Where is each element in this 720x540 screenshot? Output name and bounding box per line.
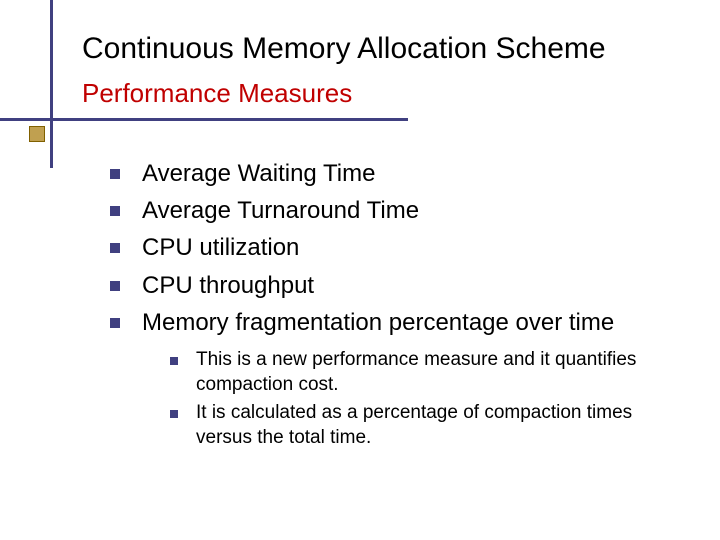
list-item-text: CPU utilization <box>142 232 299 263</box>
square-bullet-icon <box>110 169 120 179</box>
slide-subtitle: Performance Measures <box>82 78 352 109</box>
slide-body: Average Waiting Time Average Turnaround … <box>110 158 690 455</box>
decoration-rule-vertical <box>50 0 53 168</box>
list-item: Memory fragmentation percentage over tim… <box>110 307 690 338</box>
square-bullet-icon <box>170 357 178 365</box>
list-item: CPU throughput <box>110 270 690 301</box>
square-bullet-icon <box>170 410 178 418</box>
list-item-text: This is a new performance measure and it… <box>196 348 690 397</box>
slide: Continuous Memory Allocation Scheme Perf… <box>0 0 720 540</box>
decoration-rule-horizontal <box>0 118 408 121</box>
square-bullet-icon <box>110 206 120 216</box>
sub-list: This is a new performance measure and it… <box>170 348 690 451</box>
list-item-text: Memory fragmentation percentage over tim… <box>142 307 614 338</box>
square-bullet-icon <box>110 318 120 328</box>
list-item-text: Average Turnaround Time <box>142 195 419 226</box>
slide-title: Continuous Memory Allocation Scheme <box>82 32 606 66</box>
list-item: Average Waiting Time <box>110 158 690 189</box>
list-item-text: Average Waiting Time <box>142 158 375 189</box>
square-bullet-icon <box>110 243 120 253</box>
list-item: CPU utilization <box>110 232 690 263</box>
list-item: This is a new performance measure and it… <box>170 348 690 397</box>
list-item-text: It is calculated as a percentage of comp… <box>196 401 690 450</box>
list-item: Average Turnaround Time <box>110 195 690 226</box>
list-item: It is calculated as a percentage of comp… <box>170 401 690 450</box>
list-item-text: CPU throughput <box>142 270 314 301</box>
decoration-accent-box <box>29 126 45 142</box>
square-bullet-icon <box>110 281 120 291</box>
